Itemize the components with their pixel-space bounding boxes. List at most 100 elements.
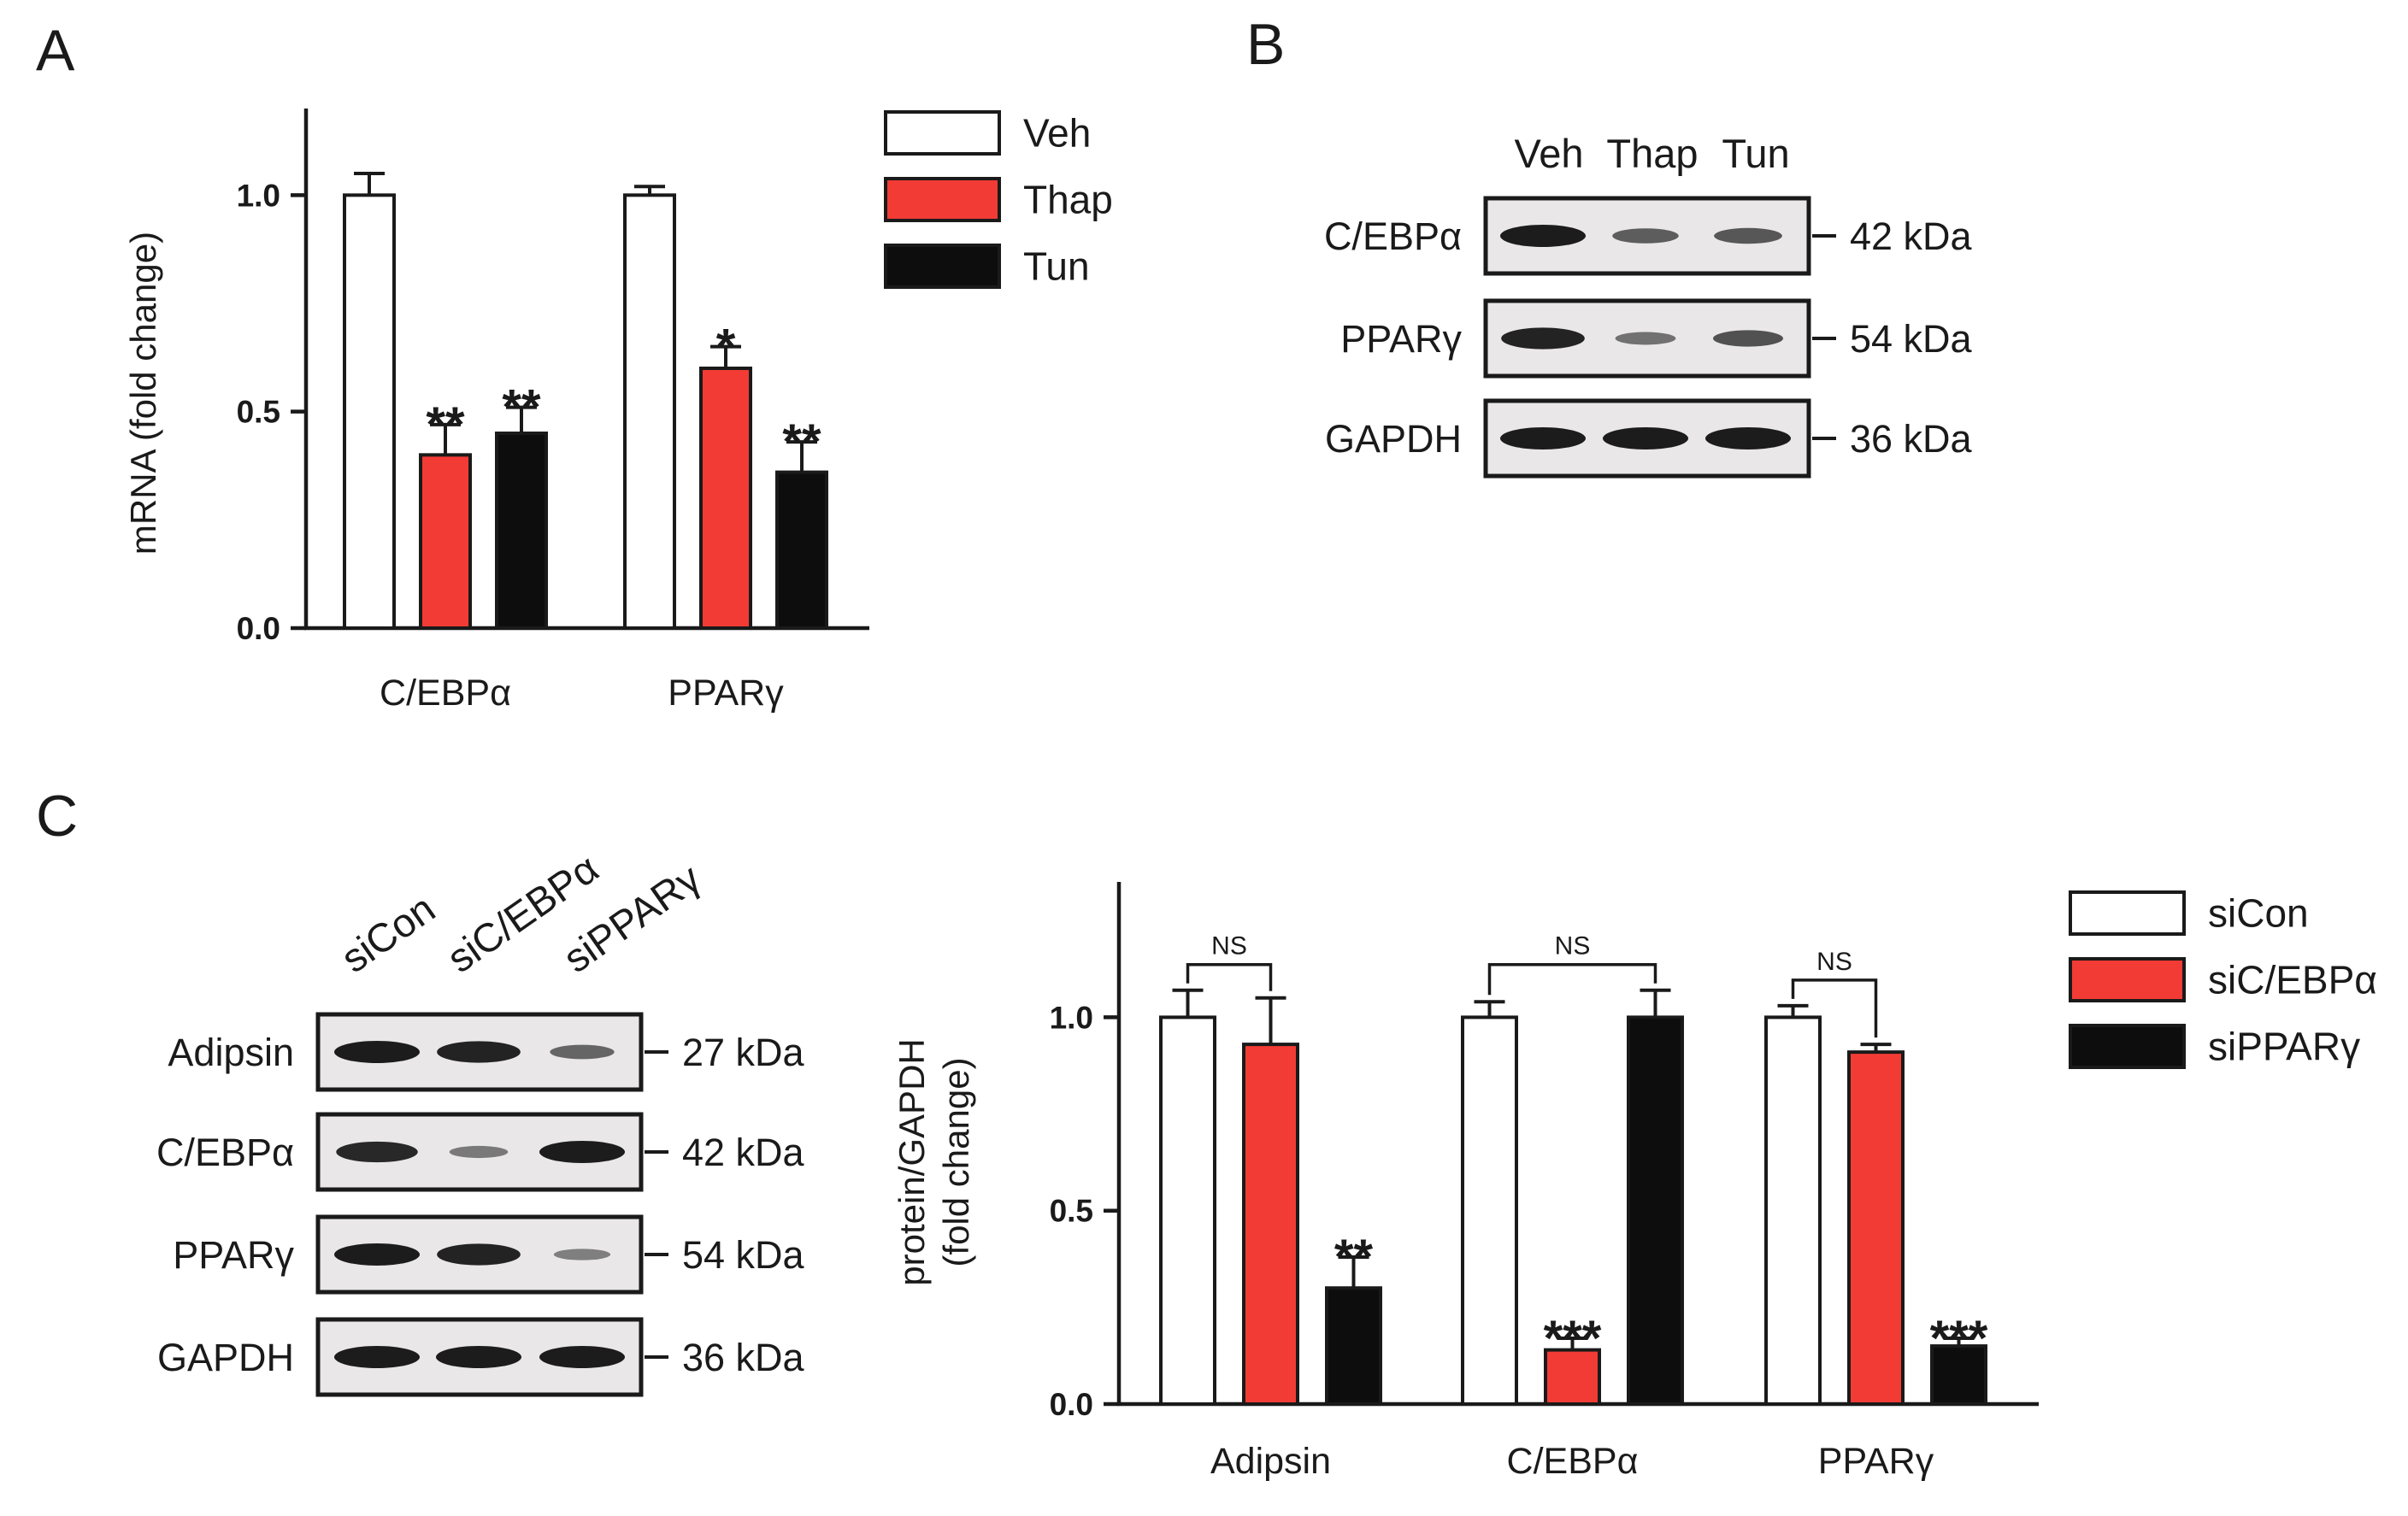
panel-c-legend-label-sippar: siPPARγ [2208, 1025, 2360, 1069]
panel-b-band-c-ebp-tun [1714, 227, 1782, 244]
panel-c-category-label-ppar: PPARγ [1818, 1441, 1934, 1482]
panel-c-bar-c-ebp-sic-ebp [1544, 1348, 1601, 1407]
panel-c-band-gapdh-sicon [334, 1346, 420, 1368]
panel-c-legend-swatch-sippar [2069, 1024, 2186, 1069]
panel-c-legend-label-sic-ebp: siC/EBPα [2208, 958, 2377, 1002]
panel-a-bar-c-ebp-tun [495, 432, 548, 630]
panel-c-band-ppar-sic-ebp [437, 1243, 521, 1266]
panel-a-legend-label-tun: Tun [1023, 244, 1090, 289]
panel-a-bar-ppar-tun [775, 470, 828, 630]
panel-c-protein-label-c-ebp: C/EBPα [156, 1131, 294, 1174]
panel-c-protein-label-ppar: PPARγ [173, 1233, 294, 1277]
panel-c-comparison-bracket [1186, 962, 1273, 991]
panel-b-protein-label-gapdh: GAPDH [1325, 417, 1462, 461]
panel-b-protein-label-ppar: PPARγ [1340, 317, 1462, 361]
panel-c-category-label-adipsin: Adipsin [1210, 1441, 1331, 1482]
panel-c-band-adipsin-sippar [550, 1044, 615, 1060]
panel-a-legend-label-veh: Veh [1023, 111, 1091, 156]
panel-c-comparison-label: NS [1555, 932, 1591, 961]
panel-c-letter: C [36, 784, 78, 849]
panel-c-y-axis-title: protein/GAPDH [892, 1038, 932, 1285]
panel-a-bar-c-ebp-veh [343, 193, 396, 630]
panel-c-bar-c-ebp-sicon [1461, 1015, 1518, 1406]
panel-c-bar-adipsin-sicon [1159, 1015, 1216, 1406]
panel-c-bar-ppar-sippar [1930, 1344, 1987, 1406]
panel-c-protein-label-adipsin: Adipsin [168, 1031, 294, 1074]
panel-a-significance-c-ebp-tun: ** [502, 380, 541, 436]
panel-b-lane-label-tun: Tun [1722, 131, 1789, 176]
panel-c-y-tick-label: 0.0 [1050, 1387, 1093, 1422]
panel-c-comparison-label: NS [1211, 932, 1247, 961]
panel-a-y-axis-title: mRNA (fold change) [123, 232, 163, 555]
panel-b-band-gapdh-veh [1500, 427, 1586, 450]
panel-c-bar-chart: protein/GAPDH (fold change) 0.0 0.5 1.0 ** A… [892, 882, 2377, 1482]
panel-c-bar-ppar-sicon [1764, 1015, 1822, 1406]
panel-c-band-ppar-sippar [553, 1249, 611, 1260]
panel-b-band-ppar-tun [1713, 330, 1783, 347]
panel-c-lane-label-sicon: siCon [333, 885, 443, 981]
panel-b-lane-label-thap: Thap [1606, 131, 1698, 176]
panel-c-significance-ppar-sippar: *** [1930, 1311, 1988, 1366]
panel-c-band-adipsin-sicon [334, 1041, 420, 1063]
panel-c-band-gapdh-sic-ebp [436, 1346, 521, 1368]
panel-a-significance-c-ebp-thap: ** [426, 397, 465, 453]
panel-c-band-c-ebp-sic-ebp [449, 1145, 509, 1159]
panel-c-band-c-ebp-sicon [336, 1141, 418, 1163]
panel-c-legend-swatch-sicon [2069, 890, 2186, 936]
panel-c-legend-label-sicon: siCon [2208, 891, 2309, 936]
panel-b-kda-label-c-ebp: 42 kDa [1850, 214, 1973, 258]
panel-b-band-c-ebp-veh [1500, 225, 1586, 247]
panel-a-legend-swatch-thap [884, 177, 1001, 222]
panel-b-band-gapdh-tun [1705, 427, 1791, 450]
panel-c-kda-label-gapdh: 36 kDa [682, 1336, 805, 1379]
panel-b-kda-label-gapdh: 36 kDa [1850, 417, 1973, 461]
panel-b-band-c-ebp-thap [1612, 228, 1679, 244]
panel-c-legend-swatch-sic-ebp [2069, 957, 2186, 1002]
panel-c-bar-adipsin-sic-ebp [1242, 1043, 1299, 1406]
panel-b-protein-label-c-ebp: C/EBPα [1324, 214, 1462, 258]
panel-a-bar-ppar-thap [699, 367, 752, 630]
panel-c-y-tick-label: 0.5 [1050, 1194, 1093, 1229]
panel-a-y-tick-label: 0.0 [237, 611, 280, 646]
panel-c-band-c-ebp-sippar [539, 1141, 625, 1163]
panel-a-bar-chart: mRNA (fold change) 0.00.51.0** **C/EBPα**… [123, 109, 1113, 714]
panel-c-comparison-bracket [1487, 962, 1657, 996]
panel-c-band-gapdh-sippar [539, 1346, 625, 1368]
panel-a-y-tick-label: 0.5 [237, 395, 280, 430]
panel-c-protein-label-gapdh: GAPDH [157, 1336, 294, 1379]
panel-c-comparison-bracket [1791, 978, 1878, 1038]
panel-c-bar-adipsin-sippar [1325, 1286, 1382, 1406]
panel-b-band-ppar-veh [1501, 327, 1585, 350]
panel-a-legend-swatch-tun [884, 244, 1001, 289]
panel-a-category-label-ppar: PPARγ [668, 673, 784, 714]
panel-a-category-label-c-ebp: C/EBPα [380, 673, 511, 714]
panel-c-significance-c-ebp-sic-ebp: *** [1544, 1311, 1602, 1366]
panel-a-bar-ppar-veh [623, 193, 676, 630]
panel-b-band-ppar-thap [1615, 332, 1676, 345]
panel-c-band-adipsin-sic-ebp [437, 1041, 521, 1063]
panel-c-kda-label-ppar: 54 kDa [682, 1233, 805, 1277]
panel-a-bar-c-ebp-thap [419, 453, 472, 630]
panel-c-bar-c-ebp-sippar [1627, 1015, 1684, 1406]
panel-a-significance-ppar-thap: * [716, 320, 736, 375]
panel-b-letter: B [1246, 12, 1285, 77]
panel-a-significance-ppar-tun: ** [782, 414, 821, 470]
panel-b-lane-label-veh: Veh [1514, 131, 1583, 176]
panel-c-band-ppar-sicon [334, 1243, 420, 1266]
panel-c-bar-ppar-sic-ebp [1847, 1050, 1905, 1406]
panel-c-y-tick-label: 1.0 [1050, 1000, 1093, 1035]
panel-b-western-blot: Veh Thap Tun C/EBPα 42 kDa PPARγ 54 kDa GAPDH 36… [1324, 131, 1973, 479]
panel-a-legend-swatch-veh [884, 110, 1001, 156]
panel-c-comparison-label: NS [1816, 948, 1852, 976]
panel-a-y-tick-label: 1.0 [237, 178, 280, 213]
panel-c-kda-label-adipsin: 27 kDa [682, 1031, 805, 1074]
panel-a-letter: A [36, 18, 75, 83]
panel-c-category-label-c-ebp: C/EBPα [1507, 1441, 1639, 1482]
panel-a-legend-label-thap: Thap [1023, 178, 1113, 222]
panel-b-kda-label-ppar: 54 kDa [1850, 317, 1973, 361]
panel-c-significance-adipsin-sippar: ** [1334, 1230, 1374, 1285]
panel-c-kda-label-c-ebp: 42 kDa [682, 1131, 805, 1174]
panel-b-band-gapdh-thap [1603, 427, 1688, 450]
